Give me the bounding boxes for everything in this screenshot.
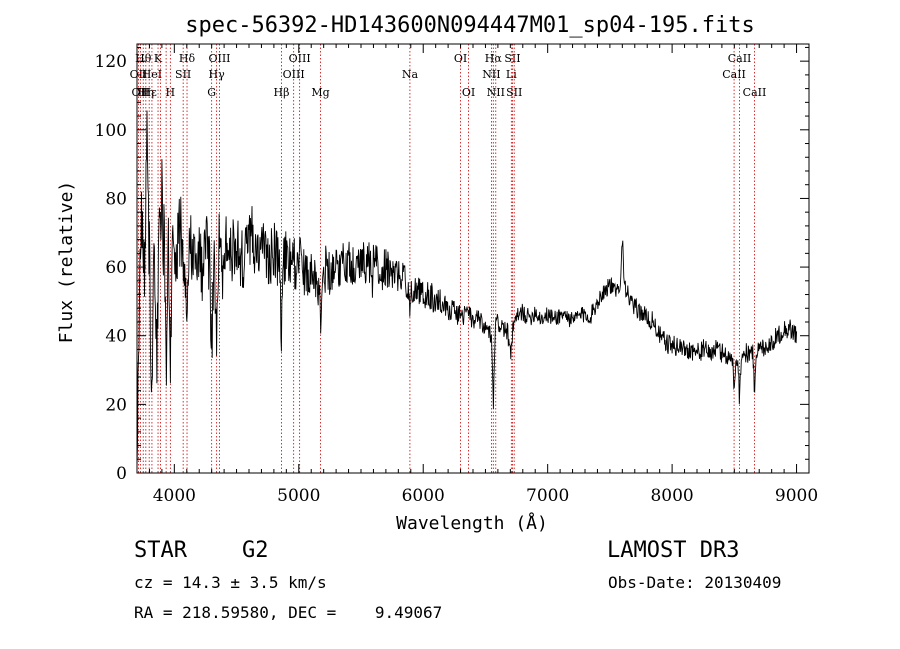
line-marker-label: CaII <box>743 86 767 99</box>
line-marker-label: Hγ <box>209 68 226 81</box>
line-marker-label: K <box>154 52 163 65</box>
plot-frame <box>136 43 810 474</box>
y-tick-label: 100 <box>95 121 127 141</box>
chart-title: spec-56392-HD143600N094447M01_sp04-195.f… <box>185 13 755 38</box>
line-marker-label: Hβ <box>274 86 290 99</box>
spectrum-line <box>136 110 798 468</box>
line-marker-label: NII <box>482 68 500 81</box>
y-tick-label: 120 <box>95 52 127 72</box>
x-tick-label: 7000 <box>526 486 569 506</box>
obs-date: Obs-Date: 20130409 <box>608 573 782 592</box>
y-axis-label: Flux (relative) <box>56 181 77 344</box>
line-marker-label: OI <box>454 52 467 65</box>
redshift: cz = 14.3 ± 3.5 km/s <box>134 573 327 592</box>
line-marker-label: G <box>207 86 216 99</box>
y-tick-label: 20 <box>105 395 127 415</box>
line-marker-label: Hε <box>142 86 158 99</box>
line-marker-label: SII <box>175 68 191 81</box>
line-marker-label: Na <box>402 68 419 81</box>
line-marker-label: OIII <box>283 68 305 81</box>
y-tick-label: 80 <box>105 189 127 209</box>
x-tick-label: 4000 <box>153 486 196 506</box>
line-marker-label: SII <box>504 52 520 65</box>
line-marker-label: OIII <box>289 52 311 65</box>
line-marker-label: CaII <box>722 68 746 81</box>
line-marker-label: OIII <box>208 52 230 65</box>
line-marker-label: NII <box>487 86 505 99</box>
spectrum <box>136 110 798 468</box>
x-axis-label: Wavelength (Å) <box>396 512 548 534</box>
y-tick-label: 0 <box>116 464 127 484</box>
x-tick-label: 9000 <box>775 486 818 506</box>
line-marker-label: Hδ <box>179 52 196 65</box>
line-marker-label: H <box>166 86 176 99</box>
x-tick-label: 8000 <box>650 486 693 506</box>
line-marker-label: SII <box>506 86 522 99</box>
line-marker-label: Hα <box>485 52 503 65</box>
subclass: G2 <box>242 538 269 563</box>
line-marker-label: Hθ <box>135 52 152 65</box>
x-tick-label: 6000 <box>402 486 445 506</box>
line-marker-label: Mg <box>311 86 329 99</box>
y-tick-label: 40 <box>105 327 127 347</box>
line-marker-label: OI <box>462 86 475 99</box>
y-axis: 0 20 40 60 80 100 120 <box>95 46 809 484</box>
line-marker-label: CaII <box>728 52 752 65</box>
object-class: STAR <box>134 538 187 563</box>
coordinates: RA = 218.59580, DEC = 9.49067 <box>134 603 443 622</box>
survey-name: LAMOST DR3 <box>607 538 740 563</box>
x-tick-label: 5000 <box>277 486 320 506</box>
line-marker-label: HeI <box>142 68 162 81</box>
line-marker-label: OII <box>132 86 150 99</box>
line-marker-label: Hη <box>138 86 154 99</box>
y-tick-label: 60 <box>105 258 127 278</box>
x-axis: 4000 5000 6000 7000 8000 9000 <box>148 44 818 506</box>
line-marker-label: Li <box>506 68 517 81</box>
